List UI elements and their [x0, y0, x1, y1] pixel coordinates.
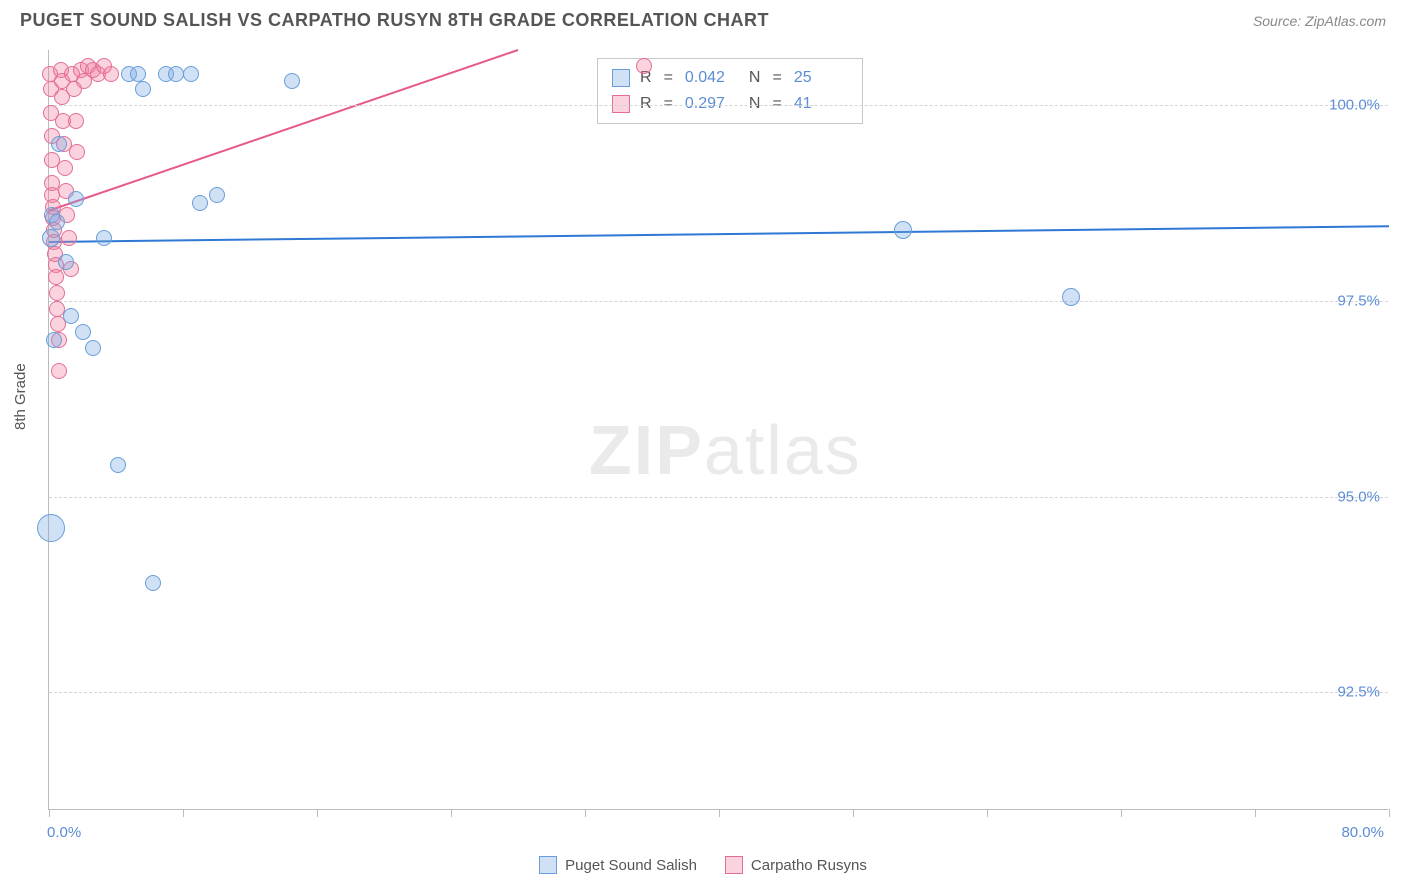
- x-tick-label: 80.0%: [1341, 824, 1384, 841]
- equals-sign: =: [772, 69, 781, 87]
- x-tick: [1121, 809, 1122, 817]
- scatter-point: [75, 324, 91, 340]
- x-tick-label: 0.0%: [47, 824, 81, 841]
- scatter-point: [135, 81, 151, 97]
- scatter-point: [68, 113, 84, 129]
- stat-n-value: 25: [794, 69, 848, 87]
- stat-n-label: N: [749, 69, 761, 87]
- scatter-point: [145, 575, 161, 591]
- scatter-point: [37, 514, 65, 542]
- scatter-point: [57, 160, 73, 176]
- legend-label: Carpatho Rusyns: [751, 857, 867, 874]
- gridline: [49, 105, 1388, 106]
- scatter-point: [51, 363, 67, 379]
- scatter-point: [894, 221, 912, 239]
- scatter-point: [63, 308, 79, 324]
- scatter-point: [51, 136, 67, 152]
- x-tick: [585, 809, 586, 817]
- x-tick: [987, 809, 988, 817]
- legend-label: Puget Sound Salish: [565, 857, 697, 874]
- scatter-point: [192, 195, 208, 211]
- y-tick-label: 95.0%: [1337, 488, 1380, 505]
- scatter-point: [58, 254, 74, 270]
- scatter-point: [69, 144, 85, 160]
- scatter-point: [49, 214, 65, 230]
- scatter-point: [48, 269, 64, 285]
- equals-sign: =: [664, 69, 673, 87]
- scatter-point: [96, 230, 112, 246]
- gridline: [49, 497, 1388, 498]
- chart-plot-area: ZIPatlas R=0.042N=25R=0.297N=41 92.5%95.…: [48, 50, 1388, 810]
- scatter-point: [110, 457, 126, 473]
- scatter-point: [49, 285, 65, 301]
- gridline: [49, 692, 1388, 693]
- x-tick: [853, 809, 854, 817]
- legend-swatch: [612, 69, 630, 87]
- x-tick: [1389, 809, 1390, 817]
- x-tick: [183, 809, 184, 817]
- legend-swatch: [539, 856, 557, 874]
- scatter-point: [183, 66, 199, 82]
- stat-r-value: 0.042: [685, 69, 739, 87]
- gridline: [49, 301, 1388, 302]
- x-tick: [317, 809, 318, 817]
- x-tick: [49, 809, 50, 817]
- legend-swatch: [725, 856, 743, 874]
- scatter-point: [61, 230, 77, 246]
- footer-legend: Puget Sound Salish Carpatho Rusyns: [0, 856, 1406, 874]
- scatter-point: [46, 332, 62, 348]
- x-tick: [1255, 809, 1256, 817]
- chart-title: PUGET SOUND SALISH VS CARPATHO RUSYN 8TH…: [20, 10, 769, 31]
- source-label: Source: ZipAtlas.com: [1253, 13, 1386, 29]
- legend-item: Puget Sound Salish: [539, 856, 697, 874]
- y-tick-label: 92.5%: [1337, 684, 1380, 701]
- y-axis-label: 8th Grade: [12, 363, 29, 430]
- legend-item: Carpatho Rusyns: [725, 856, 867, 874]
- scatter-point: [1062, 288, 1080, 306]
- scatter-point: [103, 66, 119, 82]
- scatter-point: [636, 58, 652, 74]
- trend-line: [49, 50, 518, 211]
- scatter-point: [130, 66, 146, 82]
- scatter-point: [85, 340, 101, 356]
- y-tick-label: 100.0%: [1329, 96, 1380, 113]
- scatter-point: [68, 191, 84, 207]
- scatter-point: [284, 73, 300, 89]
- trend-line: [49, 226, 1389, 242]
- x-tick: [719, 809, 720, 817]
- scatter-point: [209, 187, 225, 203]
- x-tick: [451, 809, 452, 817]
- scatter-point: [42, 229, 60, 247]
- y-tick-label: 97.5%: [1337, 292, 1380, 309]
- trend-lines-layer: [49, 50, 1388, 809]
- scatter-point: [168, 66, 184, 82]
